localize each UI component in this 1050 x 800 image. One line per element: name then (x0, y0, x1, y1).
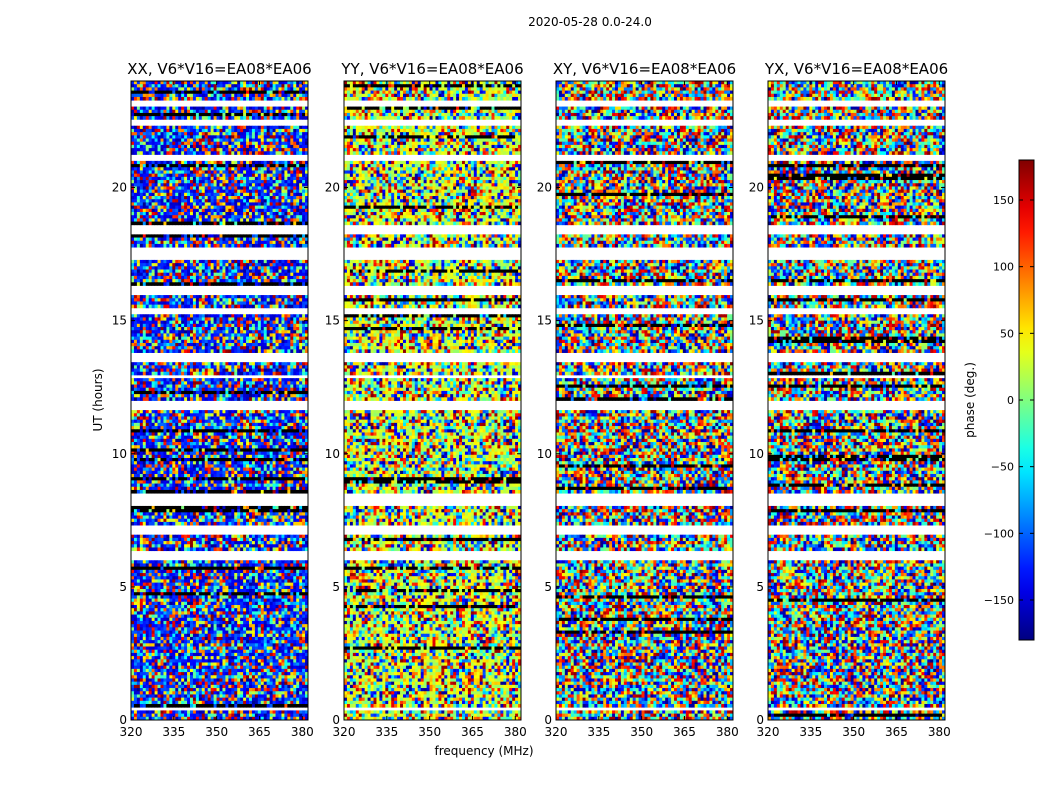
y-tick-label: 0 (756, 713, 764, 727)
x-tick-label: 335 (587, 725, 610, 739)
panel-yy: YY, V6*V16=EA08*EA06 320 335 350 365 380 0 5 10 1… (325, 60, 527, 739)
panel-yx: YX, V6*V16=EA08*EA06 320 335 350 365 380 0 5 10 1… (749, 60, 951, 739)
y-tick-label: 20 (325, 181, 340, 195)
panel-title: YX, V6*V16=EA08*EA06 (764, 60, 948, 78)
x-tick-label: 350 (205, 725, 228, 739)
y-tick-label: 5 (544, 580, 552, 594)
x-tick-label: 380 (928, 725, 951, 739)
y-tick-label: 0 (119, 713, 127, 727)
phase-waterfall (768, 81, 945, 720)
x-tick-label: 350 (418, 725, 441, 739)
phase-waterfall (344, 81, 521, 720)
y-tick-label: 15 (749, 314, 764, 328)
colorbar-label: phase (deg.) (963, 362, 977, 438)
y-tick-label: 20 (537, 181, 552, 195)
panel-frame (343, 80, 522, 721)
panel-frame (130, 80, 309, 721)
y-tick-label: 5 (119, 580, 127, 594)
panel-group: XX, V6*V16=EA08*EA06 320 335 350 365 380 0 5 10 1… (112, 60, 951, 739)
y-tick-label: 5 (332, 580, 340, 594)
y-tick-label: 0 (544, 713, 552, 727)
y-tick-label: 15 (537, 314, 552, 328)
x-tick-label: 380 (291, 725, 314, 739)
y-tick-label: 10 (112, 447, 127, 461)
y-axis-label: UT (hours) (91, 368, 105, 431)
panel-title: XY, V6*V16=EA08*EA06 (553, 60, 736, 78)
y-tick-label: 15 (325, 314, 340, 328)
y-tick-label: 20 (749, 181, 764, 195)
panel-title: YY, V6*V16=EA08*EA06 (340, 60, 523, 78)
colorbar: 150 100 50 0 −50 −100 −150 (984, 159, 1035, 641)
x-tick-label: 365 (248, 725, 271, 739)
x-tick-label: 365 (673, 725, 696, 739)
x-tick-label: 365 (885, 725, 908, 739)
x-tick-label: 320 (120, 725, 143, 739)
y-tick-label: 10 (325, 447, 340, 461)
x-tick-label: 335 (162, 725, 185, 739)
panel-frame (555, 80, 734, 721)
phase-waterfall (556, 81, 733, 720)
y-tick-label: 10 (749, 447, 764, 461)
colorbar-tick-label: −100 (984, 527, 1014, 540)
panel-frame (767, 80, 946, 721)
y-tick-label: 0 (332, 713, 340, 727)
phase-waterfall (131, 81, 308, 720)
y-tick-label: 5 (756, 580, 764, 594)
panel-xx: XX, V6*V16=EA08*EA06 320 335 350 365 380 0 5 10 1… (112, 60, 314, 739)
colorbar-tick-label: 50 (1000, 327, 1014, 340)
y-tick-label: 10 (537, 447, 552, 461)
colorbar-tick-label: −150 (984, 594, 1014, 607)
x-tick-label: 350 (842, 725, 865, 739)
x-tick-label: 380 (716, 725, 739, 739)
panel-title: XX, V6*V16=EA08*EA06 (127, 60, 311, 78)
x-tick-label: 350 (630, 725, 653, 739)
x-tick-label: 380 (504, 725, 527, 739)
y-tick-label: 15 (112, 314, 127, 328)
x-axis-label: frequency (MHz) (434, 744, 533, 758)
x-tick-label: 335 (375, 725, 398, 739)
x-tick-label: 335 (799, 725, 822, 739)
panel-xy: XY, V6*V16=EA08*EA06 320 335 350 365 380 0 5 10 1… (537, 60, 739, 739)
y-tick-label: 20 (112, 181, 127, 195)
x-tick-label: 320 (757, 725, 780, 739)
figure-suptitle: 2020-05-28 0.0-24.0 (528, 15, 652, 29)
colorbar-tick-label: 0 (1007, 394, 1014, 407)
colorbar-tick-label: 150 (993, 194, 1014, 207)
colorbar-tick-label: 100 (993, 261, 1014, 274)
colorbar-tick-label: −50 (991, 461, 1014, 474)
x-tick-label: 320 (545, 725, 568, 739)
x-tick-label: 320 (333, 725, 356, 739)
x-tick-label: 365 (461, 725, 484, 739)
